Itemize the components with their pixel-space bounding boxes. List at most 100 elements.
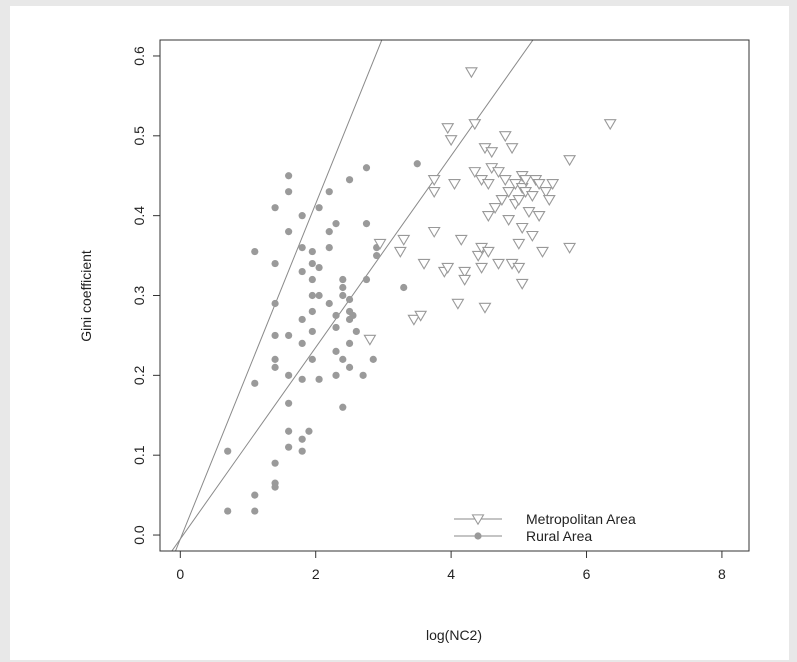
metro-point [363,334,377,346]
rural-point [332,220,340,228]
rural-point [285,371,293,379]
rural-point [373,251,381,260]
data-points [224,67,617,515]
rural-point [362,164,371,172]
metro-point [468,167,482,179]
metro-point [468,119,482,131]
metro-point [481,246,495,258]
legend-label-rural: Rural Area [526,528,592,544]
rural-point [298,339,306,348]
rural-point [271,204,279,212]
rural-point [285,443,293,451]
metro-point [427,175,441,187]
y-tick-label: 0.5 [131,126,147,146]
metro-point [478,302,492,314]
rural-point [308,259,316,268]
rural-point [271,479,279,487]
metro-point [481,179,495,191]
y-tick-label: 0.3 [131,286,147,306]
metro-point [492,258,505,270]
metro-point [525,191,539,203]
rural-point [251,491,259,499]
rural-point [285,399,293,407]
rural-point [271,299,279,308]
y-tick-label: 0.1 [131,445,147,465]
y-tick-label: 0.2 [131,365,147,385]
rural-point [308,327,316,336]
rural-point [224,447,232,455]
legend-label-metropolitan: Metropolitan Area [526,511,636,527]
fit-line [171,40,534,551]
metro-point [519,175,533,187]
rural-point [345,295,354,304]
rural-point [345,339,354,348]
metro-point [563,155,577,167]
rural-point [352,327,360,336]
metro-point [515,222,529,234]
rural-point [285,331,293,340]
rural-point [339,275,347,284]
rural-point [298,212,306,220]
metro-point [495,195,509,206]
rural-point [315,375,323,383]
metro-point [458,266,472,278]
metro-point [441,123,455,135]
metro-point [492,167,505,179]
metro-point [451,298,465,310]
rural-point [315,291,323,300]
y-tick-label: 0.0 [131,525,147,545]
rural-point [369,355,377,363]
y-axis: 0.0 0.1 0.2 0.3 0.4 0.5 0.6 [131,46,160,545]
x-tick-label: 4 [447,566,455,582]
metro-point [505,143,519,155]
rural-point [298,243,306,252]
x-axis: 0 2 4 6 8 [176,551,726,582]
y-tick-label: 0.6 [131,46,147,66]
metro-point [512,262,526,274]
rural-point [271,459,279,467]
rural-point [224,507,232,515]
rural-point [325,228,333,236]
rural-point [298,435,306,443]
rural-point [345,176,354,184]
metro-point [563,242,577,254]
legend-marker-rural [474,532,482,540]
metro-point [471,250,485,262]
rural-point [339,283,347,292]
rural-point [325,299,333,308]
rural-point [339,291,347,300]
metro-point [532,179,546,191]
rural-point [332,371,340,379]
metro-point [481,210,495,222]
metro-point [397,234,411,246]
metro-point [603,119,617,131]
rural-point [413,160,421,168]
rural-point [285,427,293,435]
rural-point [308,247,316,256]
regression-lines [171,40,534,551]
x-tick-label: 6 [583,566,591,582]
metro-point [539,187,553,199]
metro-point [475,262,489,274]
rural-point [298,315,306,324]
metro-point [407,314,421,326]
rural-point [298,267,306,276]
x-axis-label: log(NC2) [426,627,482,643]
metro-point [444,135,458,147]
metro-point [417,258,431,270]
metro-point [502,187,516,199]
rural-point [362,220,371,228]
plot-frame [159,39,750,552]
rural-point [345,363,354,371]
rural-point [308,275,316,284]
metro-point [515,278,529,290]
rural-point [332,311,340,320]
metro-point [485,147,499,159]
rural-point [349,311,357,320]
rural-point [298,447,306,455]
metro-point [464,67,478,79]
metro-point [393,246,407,258]
scatter-plot: 0 2 4 6 8 0.0 0.1 0.2 0.3 0.4 0.5 0.6 log(NC2) Gin… [78,39,750,643]
metro-point [512,238,526,250]
metro-point [502,214,516,226]
